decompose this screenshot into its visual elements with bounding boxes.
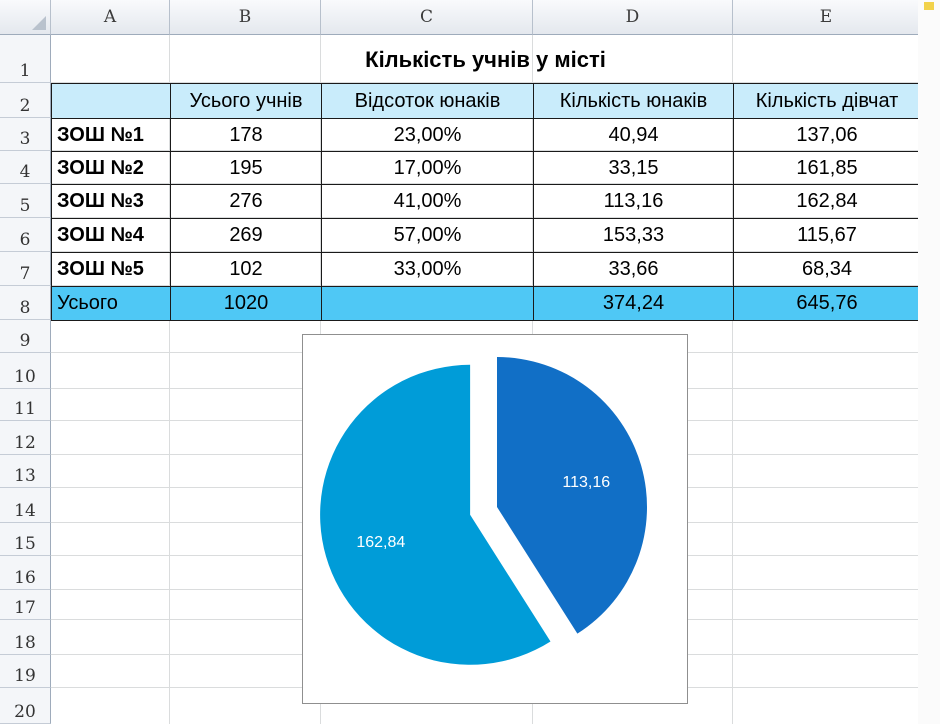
- row-header-13[interactable]: 13: [0, 455, 51, 488]
- row-header-19[interactable]: 19: [0, 655, 51, 688]
- vertical-scrollbar[interactable]: [918, 0, 940, 724]
- pie-data-label-0: 113,16: [562, 474, 610, 491]
- gridline-horizontal: [51, 285, 920, 286]
- row-header-17[interactable]: 17: [0, 590, 51, 620]
- pie-slice-0[interactable]: [497, 357, 648, 634]
- column-header-c[interactable]: C: [321, 0, 533, 35]
- row-header-6[interactable]: 6: [0, 218, 51, 252]
- scroll-marker: [924, 2, 934, 10]
- data-cell[interactable]: 68,34: [733, 252, 921, 287]
- gridline-horizontal: [51, 183, 920, 184]
- row-header-1[interactable]: 1: [0, 35, 51, 83]
- total-label-cell[interactable]: Усього: [51, 286, 171, 321]
- data-cell[interactable]: 161,85: [733, 151, 921, 185]
- school-name-cell[interactable]: ЗОШ №1: [51, 118, 171, 152]
- gridline-horizontal: [51, 150, 920, 151]
- data-cell[interactable]: 113,16: [533, 184, 734, 219]
- header-cell[interactable]: Кількість юнаків: [533, 83, 734, 119]
- row-header-14[interactable]: 14: [0, 488, 51, 523]
- data-cell[interactable]: 153,33: [533, 218, 734, 253]
- data-cell[interactable]: 17,00%: [321, 151, 534, 185]
- data-cell[interactable]: 195: [170, 151, 322, 185]
- total-cell[interactable]: 374,24: [533, 286, 734, 321]
- data-cell[interactable]: 102: [170, 252, 322, 287]
- row-header-18[interactable]: 18: [0, 620, 51, 655]
- gridline-horizontal: [51, 82, 920, 83]
- select-all-corner[interactable]: [0, 0, 51, 35]
- column-header-a[interactable]: A: [51, 0, 170, 35]
- data-cell[interactable]: 137,06: [733, 118, 921, 152]
- select-all-triangle-icon: [32, 16, 46, 30]
- data-cell[interactable]: 162,84: [733, 184, 921, 219]
- data-cell[interactable]: 57,00%: [321, 218, 534, 253]
- row-header-20[interactable]: 20: [0, 688, 51, 724]
- data-cell[interactable]: 33,66: [533, 252, 734, 287]
- column-header-d[interactable]: D: [533, 0, 733, 35]
- pie-slice-1[interactable]: [320, 364, 551, 665]
- row-header-15[interactable]: 15: [0, 523, 51, 556]
- header-cell[interactable]: Кількість дівчат: [733, 83, 921, 119]
- data-cell[interactable]: 41,00%: [321, 184, 534, 219]
- row-header-8[interactable]: 8: [0, 286, 51, 320]
- header-cell[interactable]: Відсоток юнаків: [321, 83, 534, 119]
- row-header-12[interactable]: 12: [0, 421, 51, 455]
- total-cell[interactable]: [321, 286, 534, 321]
- row-header-11[interactable]: 11: [0, 389, 51, 421]
- data-cell[interactable]: 23,00%: [321, 118, 534, 152]
- data-cell[interactable]: 276: [170, 184, 322, 219]
- row-header-16[interactable]: 16: [0, 556, 51, 590]
- column-header-e[interactable]: E: [733, 0, 920, 35]
- sheet-title[interactable]: Кількість учнів у місті: [365, 46, 606, 72]
- school-name-cell[interactable]: ЗОШ №4: [51, 218, 171, 253]
- school-name-cell[interactable]: ЗОШ №2: [51, 151, 171, 185]
- row-header-2[interactable]: 2: [0, 83, 51, 118]
- pie-data-label-1: 162,84: [356, 534, 405, 551]
- row-header-7[interactable]: 7: [0, 252, 51, 286]
- total-cell[interactable]: 1020: [170, 286, 322, 321]
- gridline-vertical: [169, 35, 170, 724]
- row-header-5[interactable]: 5: [0, 184, 51, 218]
- data-cell[interactable]: 33,15: [533, 151, 734, 185]
- data-cell[interactable]: 115,67: [733, 218, 921, 253]
- column-header-b[interactable]: B: [170, 0, 321, 35]
- data-cell[interactable]: 269: [170, 218, 322, 253]
- row-header-10[interactable]: 10: [0, 353, 51, 389]
- data-cell[interactable]: 40,94: [533, 118, 734, 152]
- header-cell[interactable]: [51, 83, 171, 119]
- school-name-cell[interactable]: ЗОШ №5: [51, 252, 171, 287]
- gridline-horizontal: [51, 217, 920, 218]
- row-header-3[interactable]: 3: [0, 118, 51, 151]
- pie-chart[interactable]: 113,16 162,84: [302, 334, 688, 704]
- gridline-horizontal: [51, 251, 920, 252]
- data-cell[interactable]: 178: [170, 118, 322, 152]
- gridline-vertical: [732, 35, 733, 724]
- pie-chart-svg: 113,16 162,84: [320, 357, 648, 665]
- row-header-9[interactable]: 9: [0, 320, 51, 353]
- total-cell[interactable]: 645,76: [733, 286, 921, 321]
- school-name-cell[interactable]: ЗОШ №3: [51, 184, 171, 219]
- row-header-4[interactable]: 4: [0, 151, 51, 184]
- data-cell[interactable]: 33,00%: [321, 252, 534, 287]
- header-cell[interactable]: Усього учнів: [170, 83, 322, 119]
